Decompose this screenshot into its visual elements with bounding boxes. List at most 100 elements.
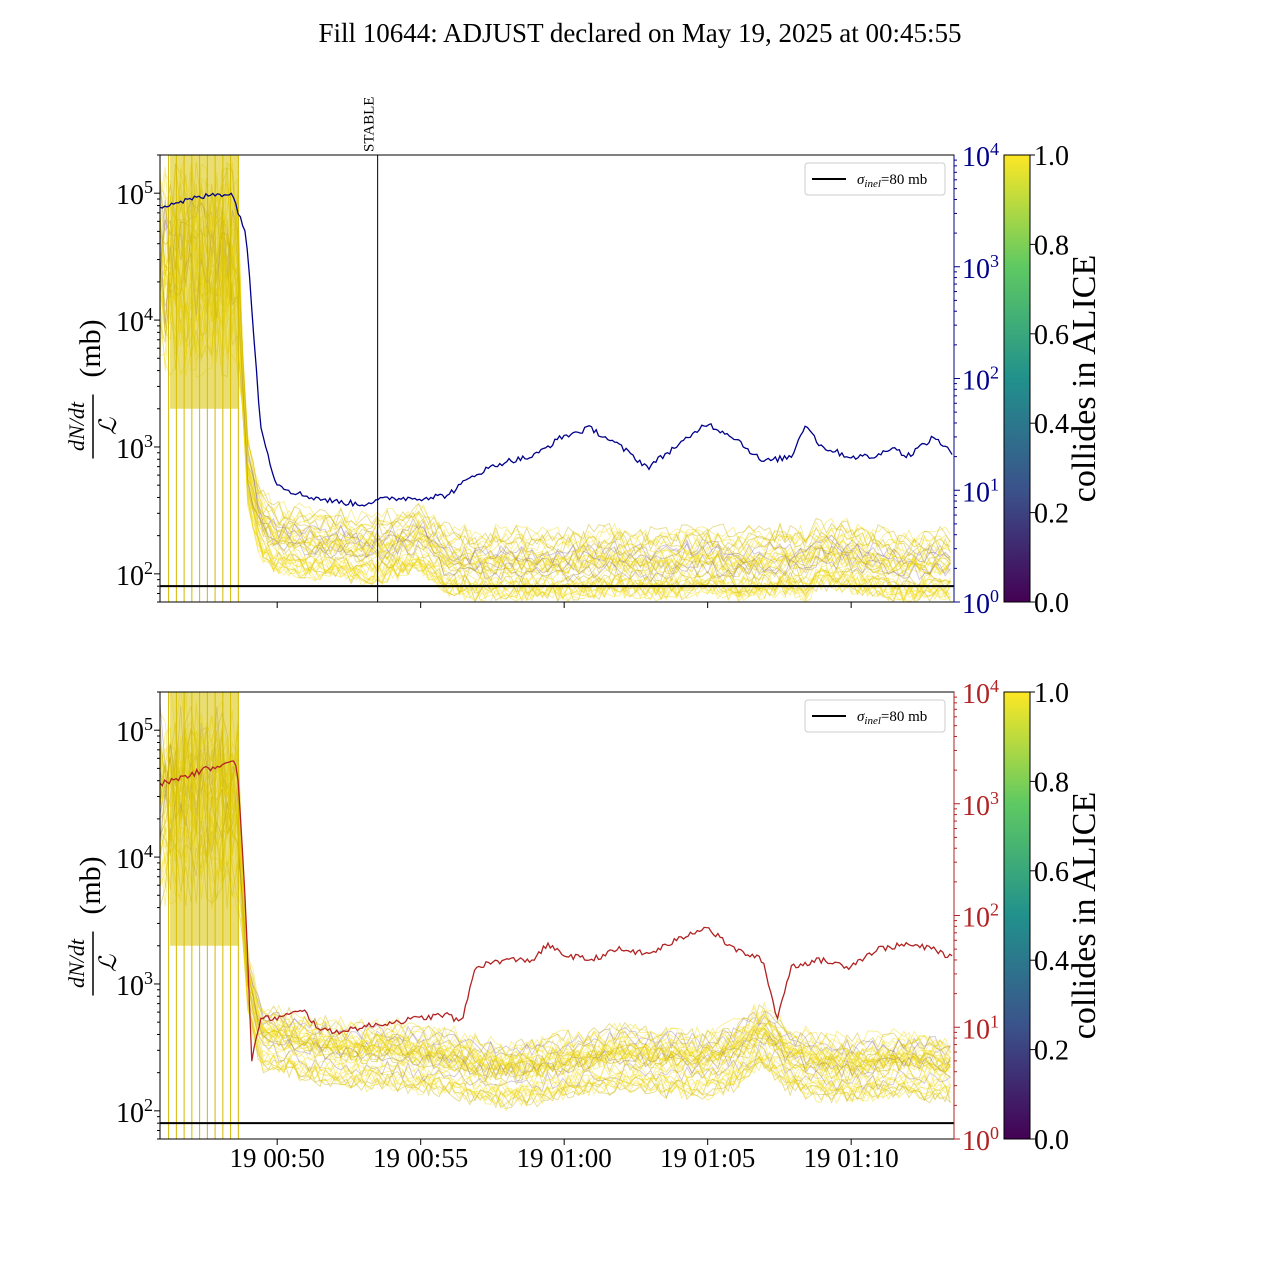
bunch-trace	[160, 236, 951, 587]
bunch-trace	[160, 218, 951, 578]
bunch-trace	[160, 728, 951, 1071]
secondary-series-line	[160, 760, 953, 1062]
colorbar-tick-label: 0.6	[1034, 857, 1069, 888]
colorbar: 0.0 0.2 0.4 0.6 0.8 1.0 collides in ALICE	[1003, 678, 1103, 1156]
bunch-trace	[160, 266, 951, 602]
bunch-trace	[160, 163, 951, 557]
bunch-trace	[160, 194, 951, 570]
bunch-trace	[160, 800, 951, 1108]
bunch-trace	[160, 819, 951, 1109]
bunch-trace	[160, 786, 951, 1099]
colorbar-tick-label: 0.0	[1034, 588, 1069, 619]
x-tick-label: 19 01:00	[517, 1143, 612, 1173]
secondary-tick-label: 102	[962, 900, 999, 934]
bunch-trace	[160, 207, 951, 575]
bunch-trace	[160, 211, 951, 577]
y-tick-label: 104	[116, 304, 153, 338]
bunch-trace	[160, 194, 951, 568]
bunch-trace	[160, 199, 951, 572]
colorbar-tick-label: 0.8	[1034, 767, 1069, 798]
legend-label: σinel=80 mb	[857, 172, 927, 190]
secondary-tick-label: 100	[962, 1123, 999, 1157]
bunch-trace	[160, 692, 951, 1054]
colorbar-label: collides in ALICE	[1066, 792, 1103, 1039]
bunch-trace	[160, 765, 951, 1086]
bunch-trace	[160, 219, 951, 577]
bunch-trace	[160, 161, 951, 555]
secondary-tick-label: 101	[962, 474, 999, 508]
bunch-trace	[160, 814, 951, 1109]
bunch-trace	[160, 722, 951, 1068]
bunch-trace	[160, 726, 951, 1072]
bunch-trace	[160, 161, 951, 548]
bunch-trace	[160, 210, 951, 578]
bunch-trace	[160, 212, 951, 577]
bunch-trace	[160, 732, 951, 1077]
secondary-tick-label: 102	[962, 363, 999, 397]
bunch-trace	[160, 254, 951, 595]
bunch-trace	[160, 212, 951, 574]
bunch-trace	[160, 748, 951, 1078]
secondary-tick-label: 103	[962, 251, 999, 285]
bunch-trace	[160, 281, 951, 602]
panel-top: STABLE 102 103 104 105 dN/dt ℒ (mb) 100 101 102 103…	[64, 97, 1103, 620]
secondary-series-line	[160, 192, 953, 508]
y-tick-label: 104	[116, 841, 153, 875]
bunch-trace	[160, 752, 951, 1080]
bunch-trace	[160, 730, 951, 1073]
bunch-trace	[160, 166, 951, 556]
bunch-trace	[160, 720, 951, 1072]
bunch-trace	[160, 742, 951, 1080]
bunch-trace	[160, 155, 951, 546]
bunch-trace	[160, 167, 951, 558]
y-tick-label: 105	[116, 177, 153, 211]
y-label-unit: (mb)	[74, 319, 107, 377]
bunch-trace	[160, 721, 951, 1070]
bunch-trace	[160, 750, 951, 1080]
secondary-tick-label: 103	[962, 788, 999, 822]
colorbar-tick-label: 0.4	[1034, 409, 1069, 440]
plot-area	[160, 155, 954, 602]
secondary-tick-label: 104	[962, 139, 999, 173]
bunch-trace	[160, 820, 951, 1109]
bunch-trace	[160, 263, 951, 602]
bunch-trace	[160, 267, 951, 602]
bunch-trace	[160, 792, 951, 1103]
stable-marker-label: STABLE	[362, 97, 378, 152]
bunch-trace	[160, 755, 951, 1082]
bunch-trace	[160, 179, 951, 561]
colorbar-tick-label: 0.6	[1034, 320, 1069, 351]
bunch-trace	[160, 745, 951, 1080]
bunch-trace	[160, 777, 951, 1096]
colorbar-gradient	[1003, 691, 1031, 1140]
bunch-trace	[160, 692, 951, 1058]
legend-box	[804, 162, 946, 196]
bunch-trace	[160, 266, 951, 598]
bunch-trace	[160, 712, 951, 1066]
colorbar-tick-label: 0.8	[1034, 230, 1069, 261]
colorbar-tick-label: 0.0	[1034, 1125, 1069, 1156]
y-tick-label: 102	[116, 558, 153, 592]
bunch-trace	[160, 819, 951, 1112]
y-label-denominator: ℒ	[96, 954, 122, 972]
bunch-trace	[160, 273, 951, 597]
y-label-denominator: ℒ	[96, 417, 122, 435]
bunch-trace	[160, 800, 951, 1107]
bunch-dense-region	[170, 155, 239, 409]
bunch-trace	[160, 221, 951, 580]
bunch-trace	[160, 741, 951, 1077]
bunch-dense-region	[170, 692, 239, 946]
bunch-trace	[160, 190, 951, 569]
y-label-unit: (mb)	[74, 856, 107, 914]
y-label-numerator: dN/dt	[64, 938, 89, 988]
colorbar: 0.0 0.2 0.4 0.6 0.8 1.0 collides in ALICE	[1003, 141, 1103, 619]
colorbar-tick-label: 0.2	[1034, 499, 1069, 530]
bunch-trace	[160, 784, 951, 1099]
bunch-trace	[160, 184, 951, 565]
legend-box	[804, 699, 946, 733]
bunch-trace	[160, 228, 951, 583]
colorbar-tick-label: 0.4	[1034, 946, 1069, 977]
bunch-trace	[160, 235, 951, 586]
